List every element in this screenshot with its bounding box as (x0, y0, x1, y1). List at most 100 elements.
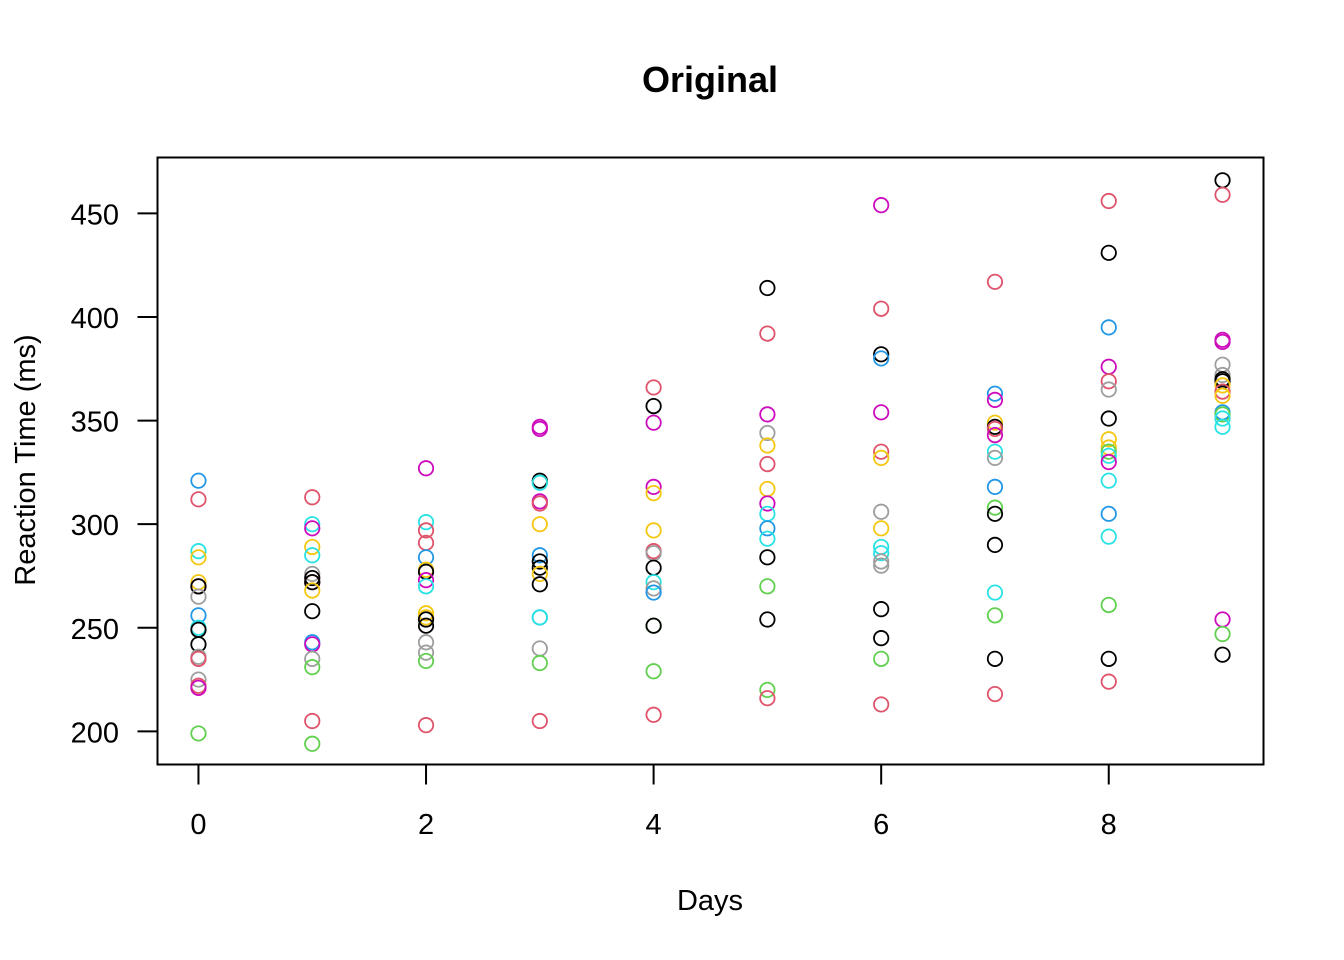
data-point (645, 663, 662, 680)
data-point (417, 634, 435, 651)
y-axis: 200 250 300 350 400 450 (71, 199, 159, 749)
data-point (1100, 596, 1117, 614)
data-point (645, 706, 662, 723)
data-point (531, 576, 548, 593)
data-point (873, 520, 890, 537)
data-point (873, 503, 890, 520)
data-point (531, 712, 548, 730)
data-point (417, 514, 435, 531)
data-point (1100, 472, 1117, 489)
data-point (1100, 431, 1117, 448)
data-point (1214, 418, 1231, 435)
data-point (759, 325, 776, 342)
data-point (873, 557, 890, 574)
data-point (1100, 443, 1117, 460)
data-point (1100, 447, 1117, 464)
x-tick-label: 6 (873, 809, 889, 841)
data-point (304, 650, 321, 667)
data-point (531, 609, 548, 626)
data-point (986, 391, 1004, 408)
data-point (986, 420, 1004, 437)
data-point (417, 522, 435, 539)
data-point (986, 273, 1004, 290)
data-point (531, 420, 548, 437)
x-tick-label: 0 (190, 809, 206, 841)
data-point (417, 717, 435, 734)
data-point (759, 611, 776, 628)
data-point (759, 495, 776, 512)
data-point (304, 582, 321, 599)
data-point (986, 499, 1004, 516)
data-point (873, 545, 890, 562)
data-point (190, 588, 207, 605)
data-point (986, 685, 1004, 703)
data-point (1214, 383, 1231, 400)
data-point (1214, 172, 1231, 189)
data-point (1214, 625, 1231, 643)
data-point (986, 385, 1004, 402)
data-point (190, 725, 207, 742)
data-point (531, 565, 548, 583)
data-point (1214, 406, 1231, 423)
data-point (873, 553, 890, 570)
data-point (645, 414, 662, 431)
data-point (873, 601, 890, 618)
data-point (1214, 186, 1231, 203)
data-point (304, 516, 321, 533)
data-point (1214, 611, 1231, 628)
x-tick-label: 2 (418, 809, 434, 841)
data-point (1100, 319, 1117, 336)
data-point (190, 578, 207, 595)
data-point (531, 474, 548, 491)
data-point (873, 197, 890, 214)
data-point (986, 584, 1004, 601)
data-points (190, 172, 1231, 752)
data-point (759, 437, 776, 454)
data-point (190, 472, 207, 489)
data-point (986, 443, 1004, 460)
data-point (986, 478, 1004, 495)
data-point (1214, 646, 1231, 663)
data-point (1214, 366, 1231, 384)
data-point (531, 640, 548, 657)
data-point (304, 520, 321, 537)
data-point (1214, 410, 1231, 427)
data-point (531, 495, 548, 512)
data-point (417, 652, 435, 670)
data-point (304, 538, 321, 556)
data-point (759, 480, 776, 498)
x-tick-label: 4 (646, 809, 662, 841)
data-point (417, 644, 435, 661)
data-point (873, 650, 890, 667)
data-point (759, 456, 776, 473)
data-point (759, 406, 776, 423)
data-point (1100, 650, 1117, 667)
data-point (873, 300, 890, 317)
data-point (190, 671, 207, 688)
y-axis-label: Reaction Time (ms) (10, 334, 42, 585)
data-point (873, 630, 890, 647)
data-point (304, 569, 321, 587)
data-point (190, 650, 207, 667)
data-point (986, 427, 1004, 444)
data-point (304, 574, 321, 591)
data-point (417, 617, 435, 634)
data-point (873, 696, 890, 713)
data-point (1100, 453, 1117, 471)
x-axis-label: Days (677, 885, 743, 917)
data-point (190, 679, 207, 696)
data-point (1214, 333, 1231, 350)
y-tick-label: 300 (71, 510, 119, 542)
data-point (531, 553, 548, 570)
data-point (759, 530, 776, 547)
data-point (645, 617, 662, 634)
data-point (873, 350, 890, 367)
data-point (1100, 373, 1117, 390)
x-axis: 0 2 4 6 8 (190, 763, 1117, 841)
data-point (1100, 505, 1117, 522)
data-point (986, 505, 1004, 522)
data-point (190, 543, 207, 560)
data-point (531, 654, 548, 672)
data-point (873, 449, 890, 466)
